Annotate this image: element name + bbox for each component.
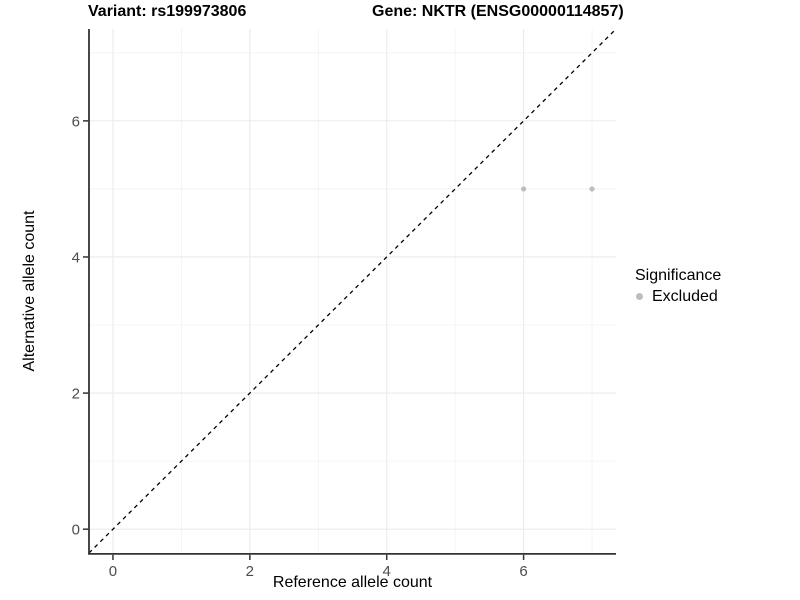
legend-item-excluded: Excluded [635,287,721,306]
x-tick-label: 2 [246,563,254,580]
y-tick-label: 0 [72,522,80,539]
plot-title-variant: Variant: rs199973806 [88,3,247,20]
y-tick-label: 6 [72,113,80,130]
x-tick-label: 6 [519,563,527,580]
legend-title: Significance [635,267,722,284]
data-point [589,186,595,192]
legend-marker-dot [636,293,643,300]
x-axis-title: Reference allele count [272,574,433,591]
y-tick-label: 4 [72,249,80,266]
y-tick-label: 2 [72,386,80,403]
plot-title-gene: Gene: NKTR (ENSG00000114857) [372,3,624,20]
x-tick-label: 4 [383,563,391,580]
data-point [521,186,527,192]
y-axis-title: Alternative allele count [21,210,38,372]
legend: Significance Excluded [635,266,721,306]
legend-item-label: Excluded [652,288,718,305]
x-tick-label: 0 [109,563,117,580]
identity-line [88,28,617,554]
